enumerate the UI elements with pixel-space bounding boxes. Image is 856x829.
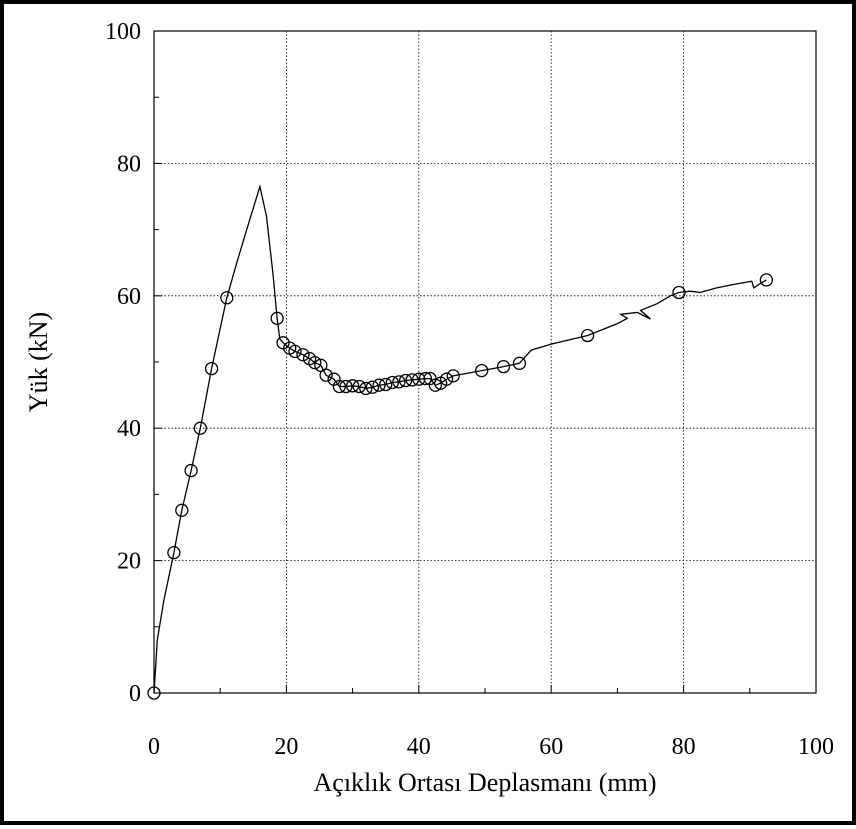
data-point-marker	[308, 356, 322, 370]
data-point-marker	[175, 503, 189, 517]
data-point-marker	[270, 311, 284, 325]
data-point-marker	[332, 379, 347, 394]
data-point-marker	[759, 273, 773, 287]
plot-area-border	[153, 30, 817, 694]
data-point-marker	[220, 291, 234, 305]
y-tick-label: 20	[117, 549, 141, 575]
y-tick-label: 80	[117, 151, 141, 177]
data-point-marker	[439, 372, 454, 386]
data-point-marker	[147, 686, 161, 700]
data-point-marker	[580, 328, 595, 343]
y-axis-label: Yük (kN)	[24, 312, 53, 412]
y-tick-label: 0	[129, 681, 141, 707]
data-point-marker	[352, 379, 366, 394]
data-point-marker	[398, 373, 413, 388]
data-point-marker	[379, 377, 393, 392]
x-tick-label: 100	[798, 734, 834, 760]
y-tick-label: 40	[117, 416, 141, 442]
data-point-marker	[392, 375, 406, 389]
data-point-marker	[204, 361, 219, 376]
data-point-marker	[319, 368, 333, 382]
data-point-marker	[672, 285, 686, 300]
grid	[154, 31, 816, 693]
data-point-marker	[496, 359, 511, 374]
data-markers	[147, 273, 773, 700]
y-tick-label: 60	[117, 284, 141, 310]
data-point-marker	[446, 369, 460, 383]
x-tick-labels: 0 20 40 60 80 100	[148, 734, 834, 760]
data-point-marker	[372, 378, 386, 392]
data-point-marker	[412, 372, 426, 386]
y-tick-label: 100	[105, 19, 141, 45]
data-point-marker	[288, 344, 302, 359]
data-point-marker	[418, 371, 433, 386]
data-point-marker	[385, 375, 399, 390]
data-point-marker	[345, 379, 360, 393]
x-tick-label: 0	[148, 734, 160, 760]
x-axis-label: Açıklık Ortası Deplasmanı (mm)	[314, 768, 657, 797]
data-point-marker	[296, 348, 310, 362]
x-tick-label: 80	[672, 734, 696, 760]
data-point-marker	[339, 379, 353, 394]
data-point-marker	[365, 380, 380, 394]
y-tick-labels: 0 20 40 60 80 100	[105, 19, 141, 707]
data-point-marker	[512, 356, 527, 370]
data-point-marker	[167, 546, 181, 560]
x-tick-label: 40	[407, 734, 431, 760]
data-point-marker	[405, 373, 419, 387]
data-point-marker	[276, 336, 290, 350]
data-point-marker	[184, 463, 198, 478]
load-displacement-chart: 0 20 40 60 80 100 0 20 40 60 80 100 Açıklık Ortası…	[24, 19, 834, 797]
data-point-marker	[359, 381, 373, 396]
load-displacement-curve	[153, 184, 767, 694]
data-point-marker	[193, 421, 207, 435]
data-point-marker	[475, 363, 489, 378]
axis-ticks	[153, 30, 817, 694]
x-tick-label: 60	[539, 734, 563, 760]
x-tick-label: 20	[274, 734, 298, 760]
